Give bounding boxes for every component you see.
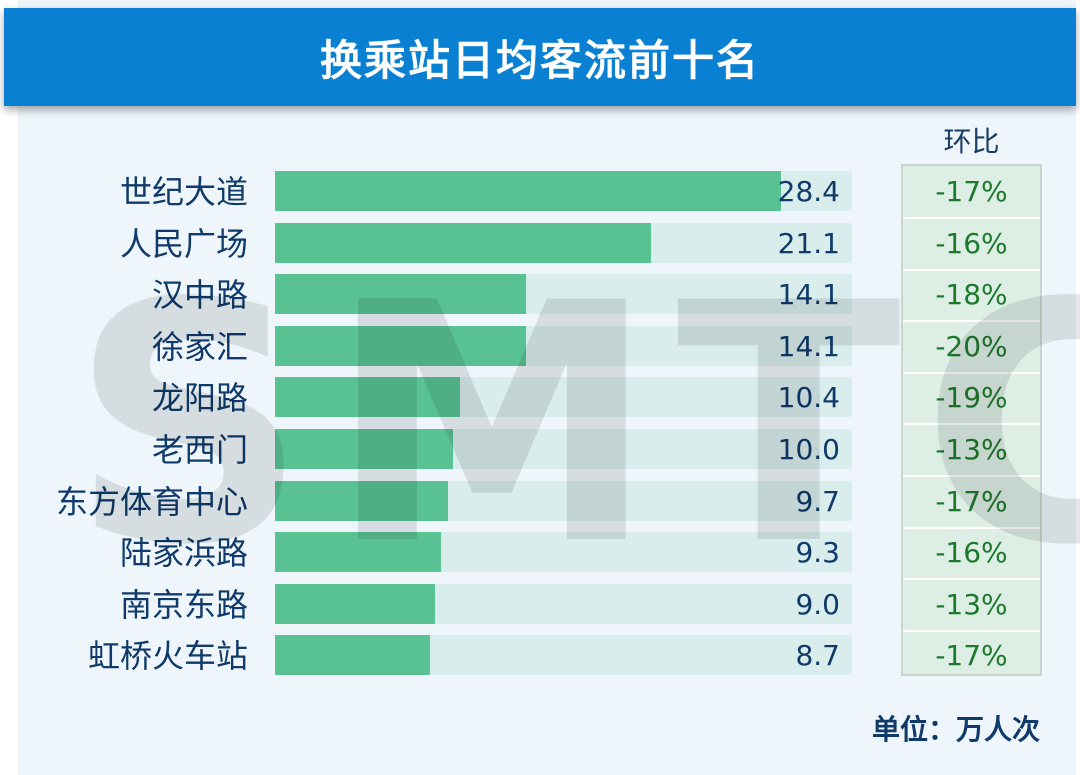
value-label: 9.3: [795, 536, 840, 569]
bar-track: [275, 326, 852, 366]
title-banner: 换乘站日均客流前十名: [4, 8, 1076, 106]
bar-row: 人民广场 21.1 -16%: [0, 223, 1080, 265]
mom-separator: [903, 372, 1040, 374]
bar-track: [275, 532, 852, 572]
bar: [275, 584, 436, 624]
mom-separator: [903, 320, 1040, 322]
bar-track: [275, 635, 852, 675]
bar-row: 虹桥火车站 8.7 -17%: [0, 635, 1080, 677]
bar-track: [275, 429, 852, 469]
mom-value: -16%: [935, 227, 1008, 260]
mom-separator: [903, 475, 1040, 477]
bar: [275, 635, 430, 675]
bar: [275, 223, 651, 263]
value-label: 10.4: [777, 381, 840, 414]
chart-title: 换乘站日均客流前十名: [319, 35, 760, 85]
mom-column-box: [901, 164, 1042, 676]
bar-row: 汉中路 14.1 -18%: [0, 274, 1080, 316]
station-label: 南京东路: [119, 586, 248, 624]
mom-value: -18%: [935, 278, 1008, 311]
bar-row: 东方体育中心 9.7 -17%: [0, 481, 1080, 523]
value-label: 28.4: [777, 175, 840, 208]
bar-track: [275, 481, 852, 521]
mom-value: -17%: [935, 485, 1008, 518]
bar-track: [275, 377, 852, 417]
bar-track: [275, 171, 852, 211]
value-label: 14.1: [777, 278, 840, 311]
mom-separator: [903, 527, 1040, 529]
bar-row: 世纪大道 28.4 -17%: [0, 171, 1080, 213]
station-label: 东方体育中心: [55, 483, 248, 521]
bar-row: 龙阳路 10.4 -19%: [0, 377, 1080, 419]
value-label: 9.7: [795, 485, 840, 518]
mom-value: -19%: [935, 381, 1008, 414]
bar-track: [275, 584, 852, 624]
bar-track: [275, 223, 852, 263]
mom-separator: [903, 578, 1040, 580]
station-label: 徐家汇: [151, 328, 248, 366]
station-label: 陆家浜路: [119, 534, 248, 572]
mom-value: -17%: [935, 639, 1008, 672]
unit-label: 单位：万人次: [871, 713, 1040, 746]
bar: [275, 171, 781, 211]
value-label: 21.1: [777, 227, 840, 260]
value-label: 9.0: [795, 588, 840, 621]
bar: [275, 532, 441, 572]
mom-separator: [903, 423, 1040, 425]
mom-value: -17%: [935, 175, 1008, 208]
mom-column-header: 环比: [943, 125, 1000, 158]
bar: [275, 481, 448, 521]
station-label: 虹桥火车站: [87, 637, 248, 675]
value-label: 8.7: [795, 639, 840, 672]
bar: [275, 377, 461, 417]
station-label: 世纪大道: [119, 173, 248, 211]
bar: [275, 274, 527, 314]
mom-separator: [903, 269, 1040, 271]
station-label: 汉中路: [151, 276, 248, 314]
bar: [275, 429, 454, 469]
bar-row: 老西门 10.0 -13%: [0, 429, 1080, 471]
mom-separator: [903, 630, 1040, 632]
bar: [275, 326, 527, 366]
station-label: 龙阳路: [151, 379, 248, 417]
bar-track: [275, 274, 852, 314]
bar-row: 南京东路 9.0 -13%: [0, 584, 1080, 626]
value-label: 14.1: [777, 330, 840, 363]
value-label: 10.0: [777, 433, 840, 466]
bar-row: 陆家浜路 9.3 -16%: [0, 532, 1080, 574]
station-label: 人民广场: [119, 225, 248, 263]
mom-separator: [903, 217, 1040, 219]
mom-value: -13%: [935, 433, 1008, 466]
station-label: 老西门: [151, 431, 248, 469]
mom-value: -20%: [935, 330, 1008, 363]
mom-value: -13%: [935, 588, 1008, 621]
bar-row: 徐家汇 14.1 -20%: [0, 326, 1080, 368]
mom-value: -16%: [935, 536, 1008, 569]
